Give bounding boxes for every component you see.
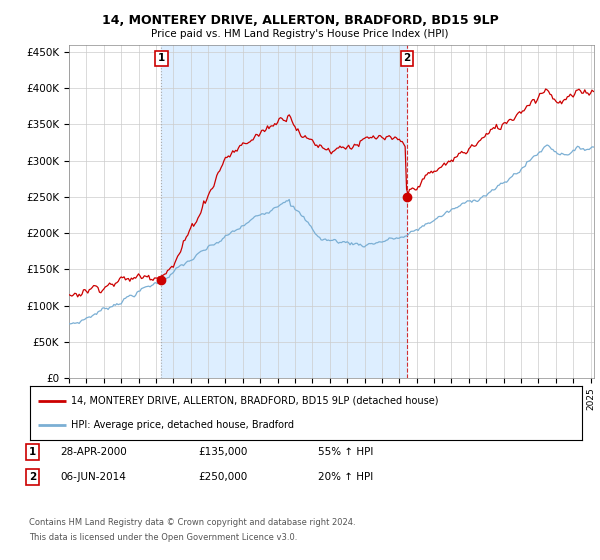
Text: 20% ↑ HPI: 20% ↑ HPI [318,472,373,482]
Text: HPI: Average price, detached house, Bradford: HPI: Average price, detached house, Brad… [71,420,295,430]
Text: 1: 1 [158,53,165,63]
Text: Contains HM Land Registry data © Crown copyright and database right 2024.: Contains HM Land Registry data © Crown c… [29,519,355,528]
Text: £250,000: £250,000 [198,472,247,482]
Text: 14, MONTEREY DRIVE, ALLERTON, BRADFORD, BD15 9LP: 14, MONTEREY DRIVE, ALLERTON, BRADFORD, … [101,14,499,27]
Text: 1: 1 [29,447,36,457]
Text: 2: 2 [29,472,36,482]
Text: 2: 2 [403,53,410,63]
Text: 14, MONTEREY DRIVE, ALLERTON, BRADFORD, BD15 9LP (detached house): 14, MONTEREY DRIVE, ALLERTON, BRADFORD, … [71,396,439,406]
Text: Price paid vs. HM Land Registry's House Price Index (HPI): Price paid vs. HM Land Registry's House … [151,29,449,39]
Text: This data is licensed under the Open Government Licence v3.0.: This data is licensed under the Open Gov… [29,533,297,543]
Bar [161,45,407,378]
Text: 55% ↑ HPI: 55% ↑ HPI [318,447,373,457]
Text: 06-JUN-2014: 06-JUN-2014 [60,472,126,482]
Text: £135,000: £135,000 [198,447,247,457]
Text: 28-APR-2000: 28-APR-2000 [60,447,127,457]
